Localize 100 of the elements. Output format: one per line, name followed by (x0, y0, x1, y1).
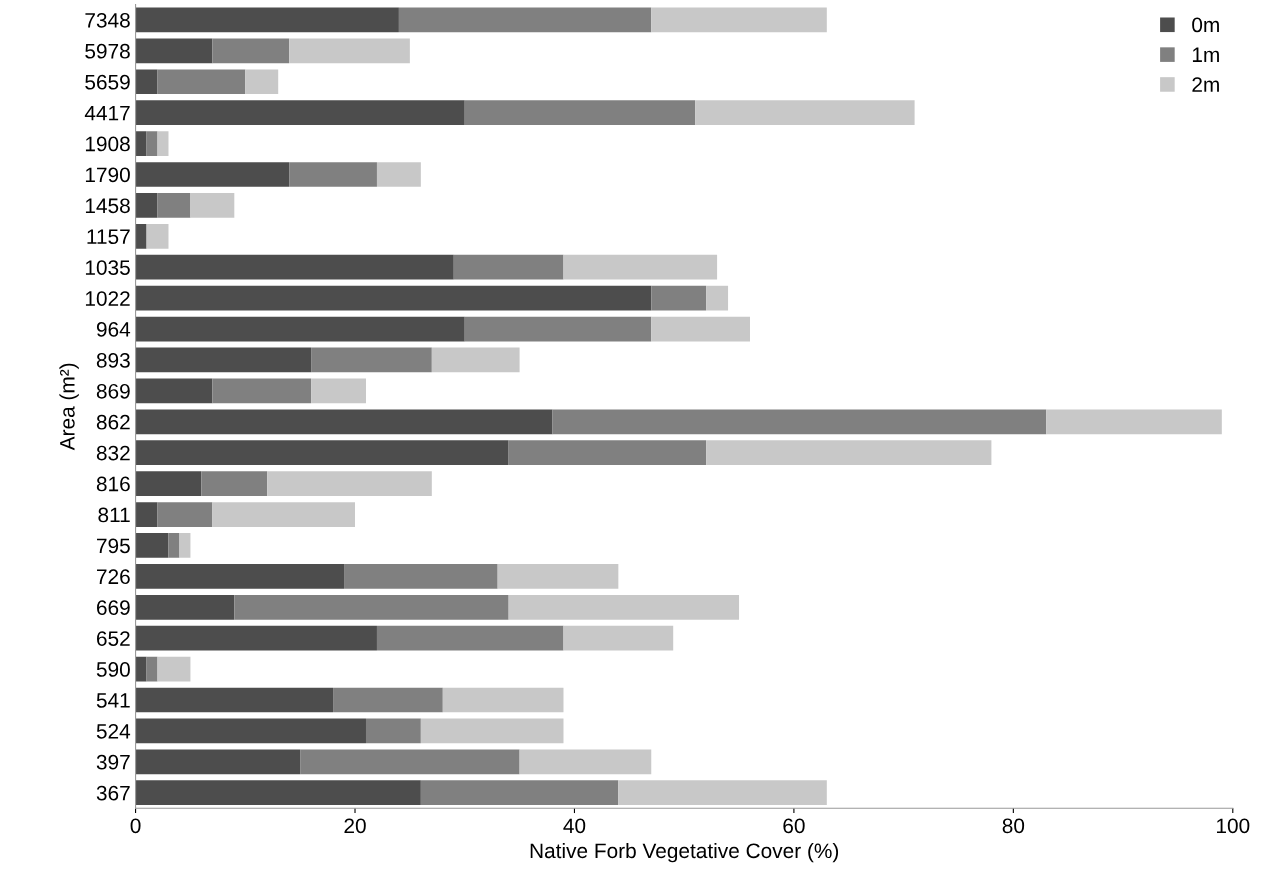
bar (1046, 409, 1222, 435)
y-tick-label: 832 (96, 445, 130, 461)
bar (135, 69, 158, 95)
bar (563, 254, 718, 280)
y-tick-label: 1157 (87, 229, 130, 245)
x-tick-label: 40 (563, 818, 586, 834)
bar (157, 193, 191, 218)
bar (508, 594, 740, 620)
bar (706, 285, 729, 311)
bar (651, 7, 827, 33)
bar (234, 594, 509, 620)
bar (552, 409, 1047, 435)
y-tick-label: 397 (96, 754, 130, 770)
bar (146, 223, 169, 249)
bar (245, 69, 279, 95)
x-tick-label: 80 (1002, 818, 1025, 834)
legend-label: 0m (1192, 17, 1219, 33)
y-tick-label: 1790 (85, 167, 130, 183)
bar (508, 440, 707, 466)
bar (464, 316, 652, 342)
y-tick-label: 4417 (84, 105, 130, 121)
bar (135, 594, 235, 620)
y-tick-label: 1458 (85, 198, 130, 214)
y-tick-label: 811 (98, 507, 130, 523)
bar (300, 749, 520, 775)
bar (157, 131, 169, 156)
bar (464, 100, 696, 126)
bar (311, 347, 432, 373)
bar (146, 131, 158, 156)
bar (135, 38, 213, 64)
bar (695, 100, 915, 126)
bar (563, 625, 674, 651)
y-tick-label: 862 (96, 414, 130, 430)
bar (135, 316, 465, 342)
bar (376, 625, 564, 651)
bar (135, 780, 421, 806)
bar (365, 718, 421, 744)
bar (311, 378, 366, 404)
x-tick-label: 100 (1217, 818, 1250, 834)
bar (157, 69, 246, 95)
y-tick-label: 524 (96, 723, 131, 739)
bar (398, 7, 652, 33)
bar (135, 502, 158, 527)
bar (135, 193, 158, 218)
bar (333, 687, 443, 713)
bar (289, 38, 410, 64)
bar (135, 100, 465, 126)
bar (651, 285, 707, 311)
bar (146, 656, 158, 682)
y-tick-label: 5978 (85, 43, 130, 59)
y-tick-label: 1035 (85, 260, 130, 275)
bar (135, 131, 147, 156)
bar (706, 440, 992, 466)
bar (135, 471, 202, 496)
y-tick-label: 726 (97, 569, 130, 585)
bar (179, 533, 191, 558)
bar (168, 533, 180, 558)
bar (157, 502, 213, 527)
bar (135, 563, 345, 589)
bar (135, 254, 454, 280)
bar (420, 780, 619, 806)
x-tick-label: 20 (344, 818, 366, 834)
y-tick-label: 590 (96, 662, 130, 677)
x-tick-label: 60 (783, 818, 805, 834)
y-tick-label: 5659 (85, 74, 130, 90)
x-tick-label: 0 (130, 818, 141, 834)
y-tick-label: 816 (96, 476, 130, 492)
y-axis-title: Area (m²) (59, 363, 79, 451)
bar (420, 718, 564, 744)
bar (453, 254, 564, 280)
bar (618, 780, 827, 806)
y-tick-label: 1022 (85, 291, 130, 306)
bar (212, 378, 312, 404)
bar (651, 316, 751, 342)
bar (497, 563, 619, 589)
bar (289, 162, 377, 187)
bar (267, 471, 432, 496)
y-tick-label: 869 (96, 383, 130, 399)
bar (519, 749, 652, 775)
bar (135, 285, 652, 311)
bar (135, 687, 334, 713)
legend-label: 1m (1192, 47, 1219, 62)
x-axis-title: Native Forb Vegetative Cover (%) (530, 842, 839, 863)
bar (135, 656, 147, 682)
y-tick-label: 893 (96, 352, 130, 368)
bar (135, 162, 290, 187)
bar (135, 223, 147, 249)
bar (135, 347, 312, 373)
bar (212, 502, 356, 527)
legend-label: 2m (1192, 77, 1219, 92)
bar (135, 749, 301, 775)
bar (431, 347, 520, 373)
bar (376, 162, 421, 187)
bar (135, 533, 169, 558)
bar (135, 625, 377, 651)
y-tick-label: 7348 (85, 12, 130, 28)
bar (135, 440, 509, 466)
bar (135, 378, 213, 404)
bar (135, 409, 553, 435)
y-tick-label: 795 (97, 538, 130, 554)
